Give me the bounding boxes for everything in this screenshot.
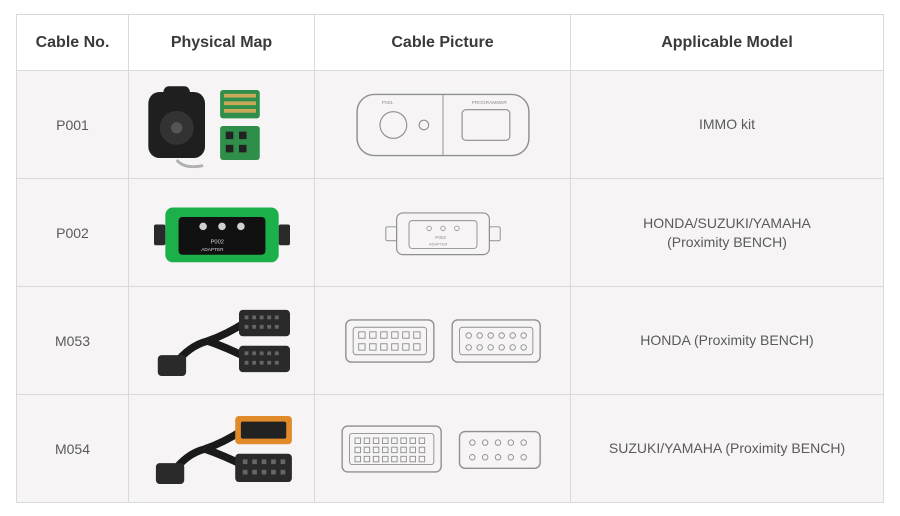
cell-applicable-model: HONDA (Proximity BENCH) (571, 287, 884, 395)
svg-text:P002: P002 (435, 235, 446, 240)
cable-picture-m054 (321, 403, 564, 495)
physical-map-p002: P002 ADAPTER (135, 187, 308, 279)
cell-physical-map (129, 287, 315, 395)
cell-cable-no: M054 (17, 395, 129, 503)
cell-cable-picture (315, 287, 571, 395)
svg-text:PROGRAMMER: PROGRAMMER (471, 100, 507, 106)
physical-map-p001 (135, 79, 308, 171)
cell-physical-map (129, 395, 315, 503)
cell-cable-picture (315, 395, 571, 503)
table-header-row: Cable No. Physical Map Cable Picture App… (17, 15, 884, 71)
col-header-cable-no: Cable No. (17, 15, 129, 71)
cell-cable-picture: P001 PROGRAMMER (315, 71, 571, 179)
model-text: HONDA/SUZUKI/YAMAHA (643, 215, 811, 231)
cell-applicable-model: HONDA/SUZUKI/YAMAHA (Proximity BENCH) (571, 179, 884, 287)
cell-cable-no: P001 (17, 71, 129, 179)
svg-text:P002: P002 (210, 239, 223, 245)
cell-physical-map: P002 ADAPTER (129, 179, 315, 287)
model-text: IMMO kit (699, 116, 755, 132)
cell-applicable-model: IMMO kit (571, 71, 884, 179)
col-header-cable-picture: Cable Picture (315, 15, 571, 71)
col-header-physical-map: Physical Map (129, 15, 315, 71)
cable-picture-m053 (321, 295, 564, 387)
cell-cable-picture: P002 ADAPTER (315, 179, 571, 287)
model-text: HONDA (Proximity BENCH) (640, 332, 813, 348)
cell-applicable-model: SUZUKI/YAMAHA (Proximity BENCH) (571, 395, 884, 503)
svg-text:P001: P001 (381, 100, 392, 106)
table-row: M053 (17, 287, 884, 395)
col-header-applicable-model: Applicable Model (571, 15, 884, 71)
model-text: SUZUKI/YAMAHA (Proximity BENCH) (609, 440, 845, 456)
cable-picture-p002: P002 ADAPTER (321, 187, 564, 279)
cell-cable-no: M053 (17, 287, 129, 395)
model-text-extra: (Proximity BENCH) (667, 234, 787, 250)
svg-text:ADAPTER: ADAPTER (429, 242, 447, 246)
cell-physical-map (129, 71, 315, 179)
table-row: P002 P002 ADAPTER (17, 179, 884, 287)
table-row: M054 (17, 395, 884, 503)
svg-text:ADAPTER: ADAPTER (201, 246, 224, 252)
table-row: P001 (17, 71, 884, 179)
cell-cable-no: P002 (17, 179, 129, 287)
cable-picture-p001: P001 PROGRAMMER (321, 79, 564, 171)
physical-map-m053 (135, 295, 308, 387)
physical-map-m054 (135, 403, 308, 495)
cable-table: Cable No. Physical Map Cable Picture App… (16, 14, 884, 503)
